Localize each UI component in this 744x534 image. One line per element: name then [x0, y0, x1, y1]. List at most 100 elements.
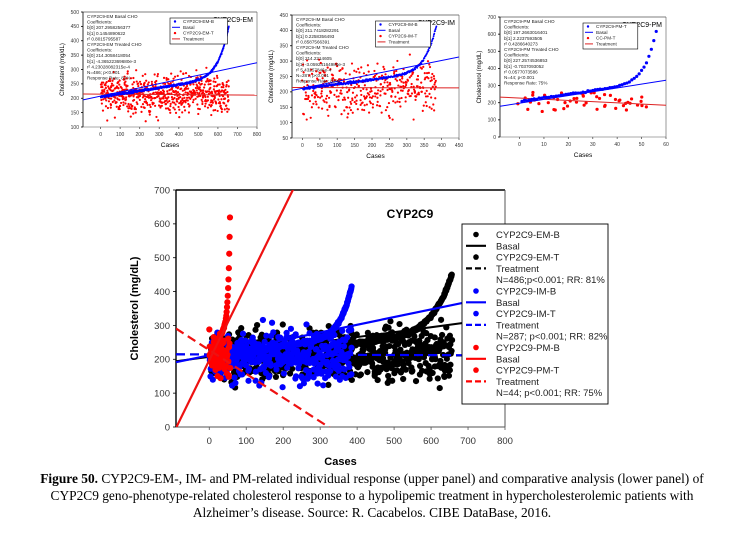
treated-point — [225, 104, 228, 107]
figure-caption: Figure 50. CYP2C9-EM-, IM- and PM-relate… — [0, 470, 744, 521]
treated-point — [202, 86, 206, 89]
annotation-line: r² 0.8015795587 — [87, 36, 121, 41]
treated-point — [132, 98, 136, 102]
treated-point — [172, 106, 175, 109]
treated-point — [428, 65, 432, 69]
treated-point — [103, 90, 106, 93]
im-treated-point — [266, 372, 273, 379]
treated-point — [149, 105, 152, 109]
y-tick-label: 200 — [280, 90, 289, 96]
annotation-line: b[0] 207.2958256377 — [87, 25, 131, 30]
treated-point — [225, 81, 228, 84]
x-tick-label: 100 — [238, 436, 254, 447]
treated-point — [425, 89, 428, 92]
legend-marker — [473, 231, 479, 238]
treated-point — [117, 87, 120, 90]
treated-point — [387, 114, 391, 117]
treated-point — [147, 81, 150, 84]
x-tick-label: 30 — [590, 142, 596, 148]
y-axis-title: Cholesterol (mg/dL) — [477, 51, 483, 104]
x-tick-label: 50 — [317, 143, 323, 149]
basal-point — [639, 68, 644, 72]
em-treated-point — [238, 325, 245, 332]
treated-point — [376, 96, 379, 99]
treated-point — [373, 69, 376, 73]
treated-point — [115, 105, 118, 108]
treated-point — [109, 106, 112, 109]
treated-point — [430, 96, 433, 99]
treated-point — [434, 79, 437, 82]
treated-point — [331, 74, 335, 77]
treated-point — [340, 113, 343, 116]
treated-point — [176, 100, 179, 103]
x-tick-label: 20 — [566, 142, 572, 148]
treated-point — [319, 96, 322, 99]
im-treated-point — [292, 373, 300, 380]
treated-point — [129, 103, 133, 106]
treated-point — [135, 101, 138, 104]
treated-point — [563, 101, 567, 105]
x-tick-label: 800 — [253, 132, 262, 138]
treated-point — [189, 97, 192, 100]
treated-point — [402, 85, 405, 88]
em-treated-point — [434, 375, 441, 382]
treated-point — [407, 93, 410, 96]
treated-point — [128, 105, 131, 108]
treated-point — [398, 97, 401, 100]
treated-point — [197, 107, 200, 110]
legend-label: Basal — [183, 25, 195, 30]
treated-point — [404, 83, 408, 87]
pm-basal-point — [225, 276, 232, 283]
treated-point — [377, 89, 380, 92]
basal-point — [627, 80, 631, 84]
treated-point — [365, 103, 369, 106]
im-treated-point — [232, 379, 239, 387]
treated-point — [348, 88, 351, 91]
x-tick-label: 350 — [420, 143, 429, 149]
im-treated-point — [340, 343, 348, 350]
treated-point — [144, 98, 147, 101]
treated-point — [149, 110, 152, 113]
treated-point — [112, 84, 115, 87]
treated-point — [226, 110, 229, 113]
em-treated-point — [396, 320, 403, 328]
treated-point — [315, 94, 318, 97]
im-treated-point — [242, 337, 249, 344]
treated-point — [115, 101, 118, 104]
caption-line-2: CYP2C9 geno-phenotype-related cholestero… — [50, 488, 694, 503]
treated-point — [367, 93, 371, 96]
treated-point — [170, 95, 174, 99]
treated-point — [314, 91, 317, 94]
treated-point — [177, 105, 180, 109]
treated-point — [341, 98, 345, 101]
x-tick-label: 300 — [312, 436, 328, 447]
treated-point — [423, 72, 426, 75]
treated-point — [137, 84, 140, 88]
annotation-line: Response Rate: 82% — [296, 79, 339, 84]
treated-point — [304, 91, 307, 94]
im-treated-point — [348, 371, 355, 378]
treated-point — [146, 103, 149, 107]
treated-point — [404, 96, 407, 99]
y-axis-title: Cholesterol (mg/dL) — [60, 43, 66, 96]
treated-point — [432, 103, 435, 106]
treated-point — [361, 101, 364, 104]
y-tick-label: 600 — [488, 32, 497, 38]
treated-point — [216, 83, 220, 86]
treated-point — [123, 75, 126, 78]
pm-basal-point — [226, 214, 234, 221]
treated-point — [345, 106, 349, 109]
caption-line-3: Alzheimer’s disease. Source: R. Cacabelo… — [192, 505, 552, 520]
em-treated-point — [389, 377, 396, 384]
treated-point — [205, 66, 208, 69]
treated-point — [100, 98, 103, 102]
treated-point — [208, 90, 211, 93]
treated-point — [349, 100, 352, 104]
treated-point — [166, 101, 169, 104]
treated-point — [367, 70, 370, 73]
y-tick-label: 400 — [71, 39, 80, 45]
annotation-line: N=486; p<0.001 — [87, 70, 120, 75]
treated-point — [402, 81, 405, 84]
legend-label: CYP2C9-EM-T — [183, 31, 214, 36]
treated-point — [141, 74, 144, 77]
